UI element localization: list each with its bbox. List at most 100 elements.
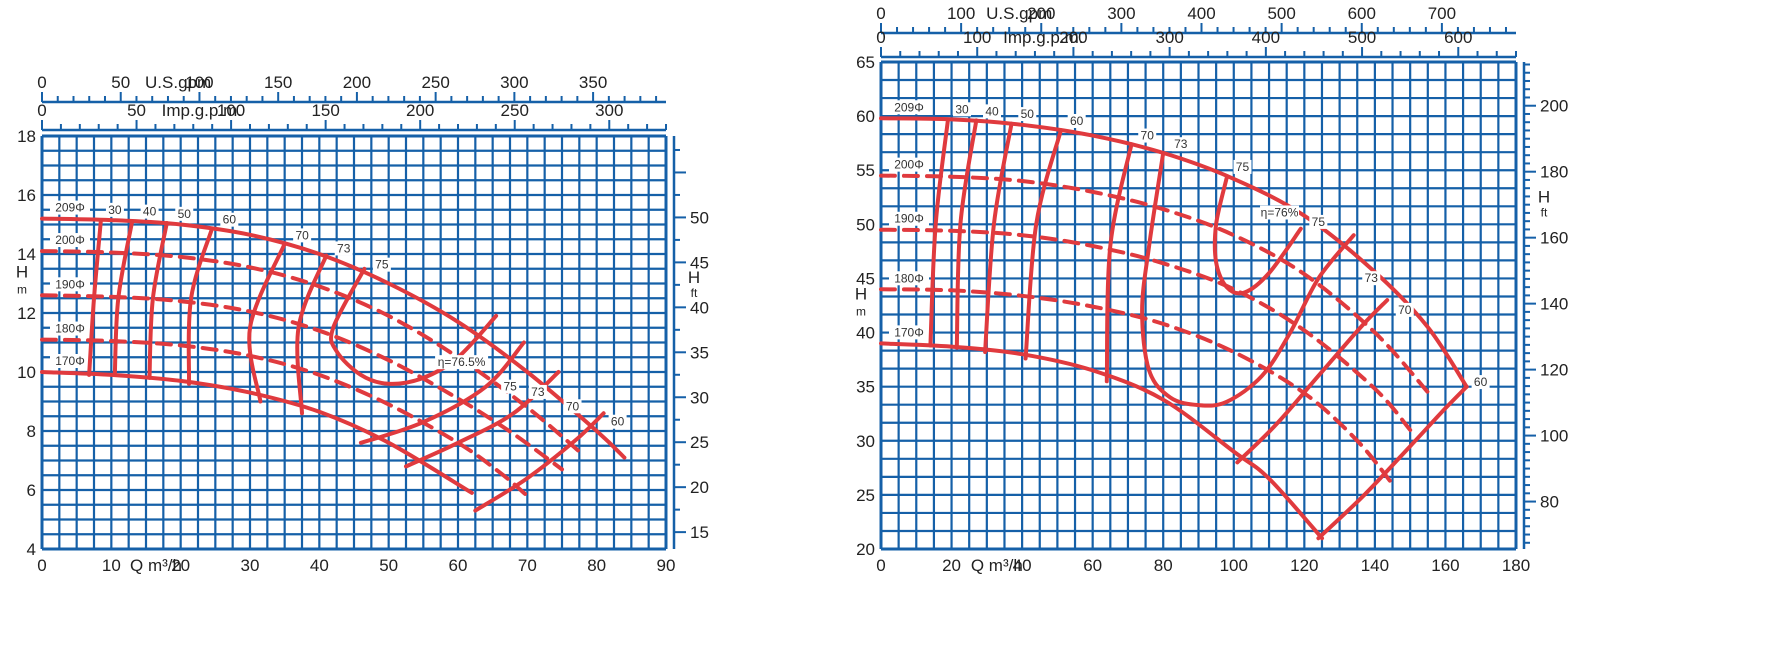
efficiency-label: 40 bbox=[143, 205, 157, 219]
chart-left: 0 10 20 30 40 50 60 70 80 90 Q m³/h 4 6 8 10 12 14 16 18 Hm… bbox=[16, 73, 709, 575]
grid bbox=[879, 60, 1518, 551]
head-curve-209Φ bbox=[40, 216, 627, 460]
y-tick-label: 12 bbox=[17, 304, 36, 323]
head-curve-label: 190Φ bbox=[55, 277, 85, 291]
efficiency-label: 70 bbox=[1398, 303, 1412, 317]
efficiency-curve bbox=[1023, 128, 1063, 361]
efficiency-label-bg bbox=[334, 241, 353, 256]
head-label-bg bbox=[889, 211, 929, 226]
right-tick-label: 80 bbox=[1540, 493, 1559, 512]
y-axis-label: H bbox=[16, 263, 28, 282]
y-tick-label: 60 bbox=[856, 107, 875, 126]
top-axis-1: 0 50 100 150 200 250 300 350 U.S.gpm bbox=[37, 73, 666, 104]
efficiency-curve bbox=[1212, 175, 1303, 296]
head-curve-180Φ bbox=[40, 337, 530, 498]
efficiency-labels: 30 40 50 60 70 73 75 η=76.5% 75 73 70 60 bbox=[105, 202, 627, 429]
right-tick-label: 40 bbox=[690, 298, 709, 317]
top-tick-label: 300 bbox=[595, 101, 623, 120]
x-tick-label: 120 bbox=[1290, 556, 1318, 575]
x-tick-label: 60 bbox=[449, 556, 468, 575]
y-axis-unit: m bbox=[17, 283, 27, 297]
top-tick-label: 300 bbox=[1107, 4, 1135, 23]
y-tick-label: 8 bbox=[27, 422, 36, 441]
y-tick-label: 14 bbox=[17, 245, 36, 264]
top-axis-label: Imp.g.p.m. bbox=[162, 101, 242, 120]
head-curve-200Φ bbox=[879, 173, 1430, 395]
efficiency-label-bg bbox=[983, 104, 1002, 119]
x-tick-label: 70 bbox=[518, 556, 537, 575]
head-curve-label: 200Φ bbox=[55, 233, 85, 247]
efficiency-label: 60 bbox=[611, 415, 625, 429]
efficiency-curve bbox=[928, 117, 950, 348]
top-axis-2: 0 50 100 150 200 250 300 Imp.g.p.m. bbox=[37, 101, 667, 132]
x-tick-label: 0 bbox=[37, 556, 46, 575]
efficiency-label: 73 bbox=[531, 385, 545, 399]
efficiency-label-bg bbox=[435, 355, 489, 370]
top-tick-label: 100 bbox=[947, 4, 975, 23]
efficiency-label: 60 bbox=[1474, 375, 1488, 389]
efficiency-labels: 30 40 50 60 70 73 75 η=76% 75 73 70 60 bbox=[953, 102, 1490, 390]
x-tick-label: 30 bbox=[241, 556, 260, 575]
efficiency-curve bbox=[87, 218, 103, 377]
top-tick-label: 600 bbox=[1348, 4, 1376, 23]
y-tick-label: 25 bbox=[856, 486, 875, 505]
efficiency-label-bg bbox=[1395, 302, 1414, 317]
x-tick-label: 180 bbox=[1502, 556, 1530, 575]
efficiency-label: 70 bbox=[1141, 129, 1155, 143]
right-tick-label: 15 bbox=[690, 523, 709, 542]
y-tick-label: 40 bbox=[856, 324, 875, 343]
top-tick-label: 400 bbox=[1252, 28, 1280, 47]
efficiency-label-bg bbox=[953, 102, 972, 117]
head-curve-190Φ bbox=[879, 227, 1413, 432]
efficiency-curve bbox=[358, 340, 526, 445]
right-tick-label: 35 bbox=[690, 343, 709, 362]
efficiency-label: 50 bbox=[1021, 107, 1035, 121]
efficiency-label-bg bbox=[1471, 375, 1490, 390]
head-label-bg bbox=[50, 277, 90, 292]
top-tick-label: 700 bbox=[1428, 4, 1456, 23]
head-curve-label: 200Φ bbox=[894, 158, 924, 172]
efficiency-curve bbox=[1140, 150, 1356, 408]
y-tick-label: 65 bbox=[856, 53, 875, 72]
efficiency-label-bg bbox=[175, 206, 194, 221]
top-tick-label: 500 bbox=[1267, 4, 1295, 23]
efficiency-label-bg bbox=[608, 414, 627, 429]
y-axis-label: H bbox=[855, 285, 867, 304]
top-tick-label: 200 bbox=[1027, 4, 1055, 23]
x-tick-label: 80 bbox=[587, 556, 606, 575]
efficiency-label: 30 bbox=[955, 102, 969, 116]
head-label-bg bbox=[889, 157, 929, 172]
y-tick-label: 16 bbox=[17, 186, 36, 205]
head-curve-label: 180Φ bbox=[894, 271, 924, 285]
efficiency-curve bbox=[112, 219, 135, 377]
top-tick-label: 500 bbox=[1348, 28, 1376, 47]
efficiency-label-bg bbox=[563, 399, 582, 414]
efficiency-label-bg bbox=[220, 212, 239, 227]
top-tick-label: 0 bbox=[876, 4, 885, 23]
x-tick-label: 160 bbox=[1431, 556, 1459, 575]
right-axis-label: H bbox=[1538, 188, 1550, 207]
right-tick-label: 25 bbox=[690, 433, 709, 452]
efficiency-label: 73 bbox=[1174, 137, 1188, 151]
head-curve-209Φ bbox=[879, 116, 1469, 389]
efficiency-curve bbox=[147, 221, 169, 380]
right-tick-label: 120 bbox=[1540, 361, 1568, 380]
efficiency-label: 73 bbox=[337, 241, 351, 255]
efficiency-label-bg bbox=[1362, 271, 1381, 286]
x-tick-label: 20 bbox=[171, 556, 190, 575]
head-curve-label: 209Φ bbox=[894, 100, 924, 114]
right-tick-label: 180 bbox=[1540, 163, 1568, 182]
head-curve-170Φ bbox=[40, 370, 474, 495]
top-tick-label: 250 bbox=[421, 73, 449, 92]
top-tick-label: 400 bbox=[1187, 4, 1215, 23]
head-label-bg bbox=[50, 321, 90, 336]
head-label-bg bbox=[50, 354, 90, 368]
efficiency-label: η=76% bbox=[1261, 205, 1299, 219]
top-tick-label: 150 bbox=[264, 73, 292, 92]
efficiency-label-bg bbox=[1233, 159, 1252, 174]
efficiency-label-bg bbox=[293, 228, 312, 243]
efficiency-label-bg bbox=[1260, 205, 1300, 220]
x-tick-label: 140 bbox=[1361, 556, 1389, 575]
head-label-bg bbox=[889, 325, 929, 340]
